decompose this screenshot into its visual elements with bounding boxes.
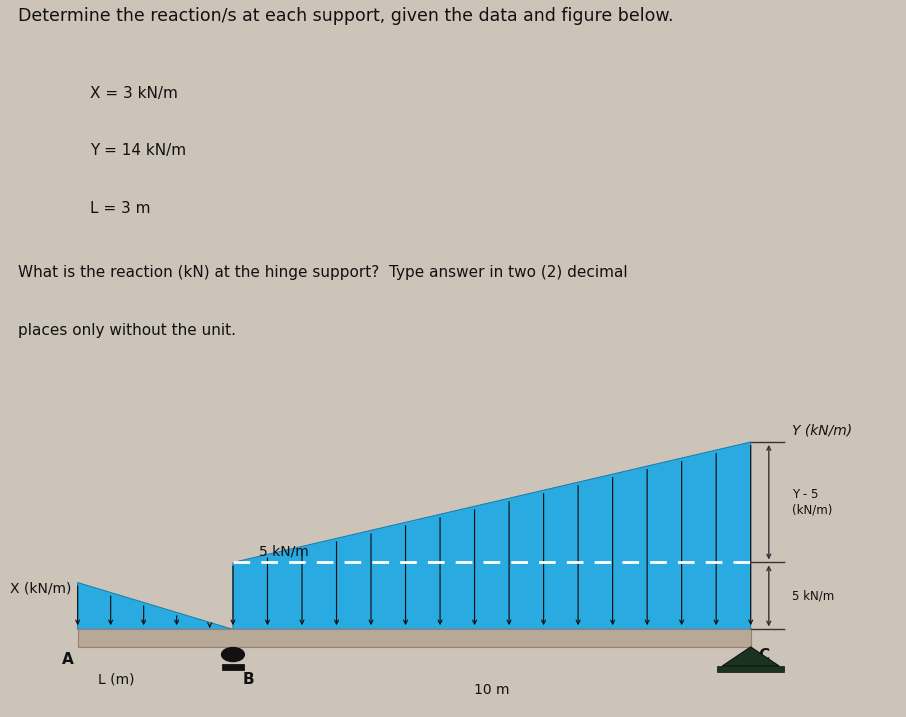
Text: Y - 5
(kN/m): Y - 5 (kN/m) bbox=[792, 488, 833, 516]
Text: Y (kN/m): Y (kN/m) bbox=[792, 423, 853, 437]
Text: places only without the unit.: places only without the unit. bbox=[18, 323, 236, 338]
Text: B: B bbox=[242, 672, 254, 687]
Text: L = 3 m: L = 3 m bbox=[90, 201, 150, 216]
Text: 5 kN/m: 5 kN/m bbox=[792, 589, 834, 602]
Bar bbox=[717, 666, 785, 672]
Circle shape bbox=[222, 647, 245, 662]
Text: X = 3 kN/m: X = 3 kN/m bbox=[90, 86, 178, 101]
Text: Y = 14 kN/m: Y = 14 kN/m bbox=[90, 143, 186, 158]
Polygon shape bbox=[233, 442, 751, 630]
Text: 10 m: 10 m bbox=[474, 683, 509, 697]
Text: Determine the reaction/s at each support, given the data and figure below.: Determine the reaction/s at each support… bbox=[18, 7, 673, 25]
Polygon shape bbox=[78, 582, 233, 630]
Text: 5 kN/m: 5 kN/m bbox=[259, 545, 309, 559]
Text: A: A bbox=[62, 652, 73, 667]
Bar bbox=[222, 664, 245, 670]
Text: L (m): L (m) bbox=[99, 672, 135, 686]
Text: C: C bbox=[758, 648, 769, 663]
Bar bbox=[78, 630, 751, 647]
Text: What is the reaction (kN) at the hinge support?  Type answer in two (2) decimal: What is the reaction (kN) at the hinge s… bbox=[18, 265, 628, 280]
Polygon shape bbox=[722, 647, 779, 666]
Text: X (kN/m): X (kN/m) bbox=[10, 582, 72, 596]
